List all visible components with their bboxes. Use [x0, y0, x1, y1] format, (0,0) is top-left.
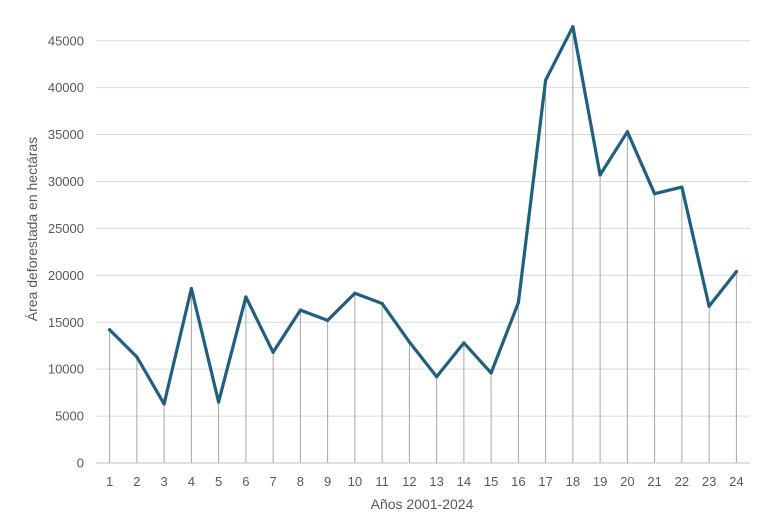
x-tick-label: 24 — [729, 474, 743, 489]
gridlines — [96, 40, 750, 417]
data-point — [353, 291, 357, 295]
data-point — [653, 192, 657, 196]
data-point — [598, 173, 602, 177]
data-point — [680, 185, 684, 189]
series-line — [107, 25, 739, 406]
x-tick-label: 19 — [593, 474, 607, 489]
x-tick-label: 14 — [457, 474, 471, 489]
data-point — [298, 308, 302, 312]
x-tick-label: 17 — [538, 474, 552, 489]
data-point — [135, 355, 139, 359]
x-tick-label: 3 — [161, 474, 168, 489]
data-point — [734, 269, 738, 274]
x-tick-label: 1 — [106, 474, 113, 489]
x-tick-label: 22 — [675, 474, 689, 489]
x-tick-label: 13 — [429, 474, 443, 489]
data-point — [544, 78, 548, 82]
x-tick-label: 15 — [484, 474, 498, 489]
y-tick-label: 30000 — [48, 174, 84, 189]
x-tick-label: 7 — [270, 474, 277, 489]
x-tick-label: 6 — [242, 474, 249, 489]
x-axis-title: Años 2001-2024 — [371, 496, 474, 512]
data-point — [108, 328, 112, 332]
data-point — [407, 340, 411, 344]
data-point — [189, 286, 193, 291]
y-tick-label: 25000 — [48, 221, 84, 236]
x-tick-label: 10 — [348, 474, 362, 489]
y-tick-labels: 0 5000 10000 15000 20000 25000 30000 35000 40000… — [48, 33, 84, 470]
x-tick-label: 12 — [402, 474, 416, 489]
data-point — [516, 300, 520, 305]
data-point — [462, 341, 466, 345]
y-tick-label: 10000 — [48, 362, 84, 377]
x-tick-label: 9 — [324, 474, 331, 489]
y-tick-label: 40000 — [48, 80, 84, 95]
x-tick-label: 4 — [188, 474, 195, 489]
data-point — [244, 295, 248, 299]
y-tick-label: 15000 — [48, 315, 84, 330]
x-tick-labels: 1 2 3 4 5 6 7 8 9 10 11 12 13 14 15 16 17 18 19 20 21 22 23 24 — [106, 474, 744, 489]
y-tick-label: 35000 — [48, 127, 84, 142]
y-axis-title: Área deforestada en hectáras — [24, 137, 40, 321]
data-point — [625, 130, 629, 134]
data-point — [571, 25, 575, 29]
data-point — [489, 371, 493, 375]
data-point — [435, 375, 439, 379]
x-tick-label: 23 — [702, 474, 716, 489]
data-point — [707, 304, 711, 308]
data-point — [162, 402, 166, 406]
data-point — [271, 350, 275, 354]
data-point — [217, 400, 221, 404]
series-layer — [107, 25, 739, 406]
drop-lines — [109, 26, 737, 463]
y-tick-label: 20000 — [48, 268, 84, 283]
x-tick-label: 11 — [375, 474, 389, 489]
x-tick-label: 5 — [215, 474, 222, 489]
x-tick-label: 16 — [511, 474, 525, 489]
data-point — [380, 301, 384, 306]
x-tick-label: 18 — [566, 474, 580, 489]
y-tick-label: 5000 — [55, 409, 84, 424]
x-tick-label: 2 — [133, 474, 140, 489]
x-tick-label: 20 — [620, 474, 634, 489]
y-tick-label: 45000 — [48, 33, 84, 48]
data-point — [326, 318, 330, 322]
x-tick-label: 21 — [647, 474, 661, 489]
y-tick-label: 0 — [77, 456, 84, 471]
x-tick-label: 8 — [297, 474, 304, 489]
